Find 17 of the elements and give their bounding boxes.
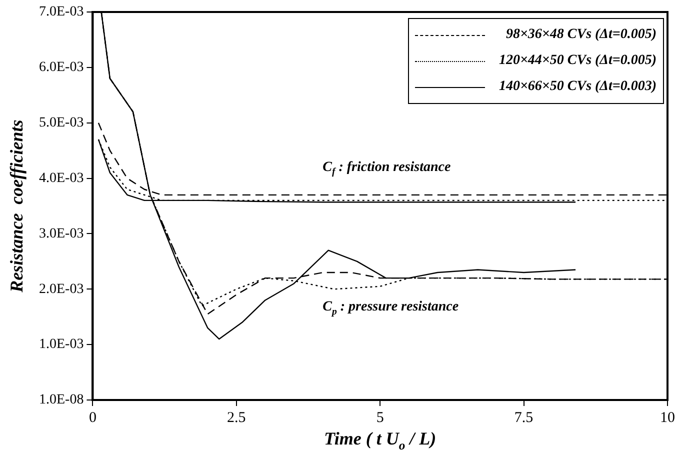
legend-label: 98×36×48 CVs (Δt=0.005)	[506, 27, 656, 43]
x-tick-label: 7.5	[514, 410, 534, 426]
x-tick-label: 2.5	[227, 410, 246, 426]
x-tick-label: 5	[376, 410, 384, 426]
x-tick-label: 10	[660, 410, 675, 426]
y-tick-label: 6.0E-03	[38, 60, 84, 76]
y-tick-label: 1.0E-03	[38, 337, 84, 352]
y-tick-label: 4.0E-03	[38, 170, 84, 186]
y-tick-label: 5.0E-03	[38, 116, 84, 131]
y-tick-label: 1.0E-08	[38, 392, 84, 408]
x-tick-label: 0	[88, 410, 96, 426]
y-axis-title: Resistance coefficients	[6, 120, 27, 294]
legend-label: 120×44×50 CVs (Δt=0.005)	[498, 53, 656, 69]
legend-label: 140×66×50 CVs (Δt=0.003)	[498, 79, 656, 95]
y-tick-label: 2.0E-03	[38, 282, 84, 297]
y-tick-label: 7.0E-03	[38, 4, 84, 20]
y-tick-label: 3.0E-03	[38, 226, 84, 242]
